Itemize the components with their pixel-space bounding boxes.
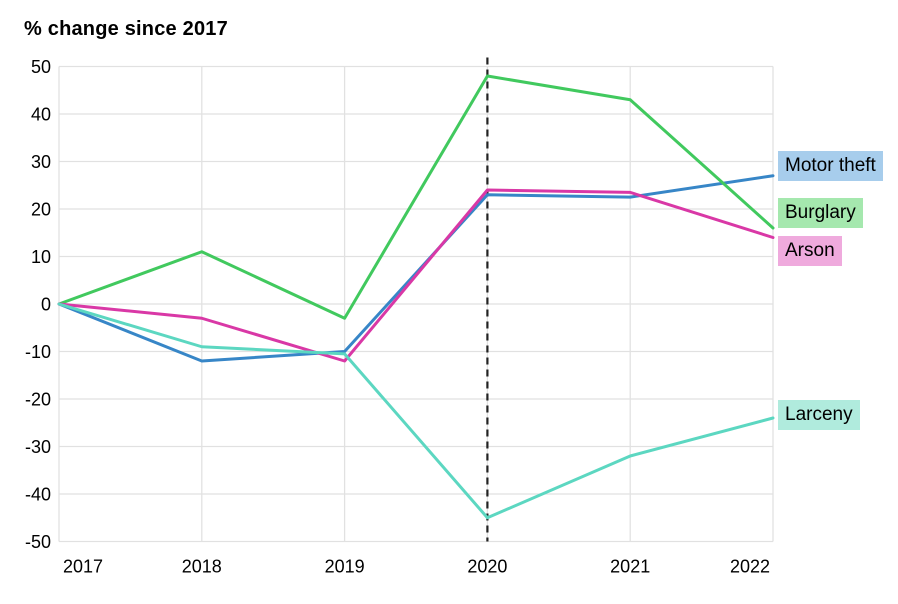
legend-label-burglary: Burglary bbox=[778, 198, 863, 228]
y-tick-label: 20 bbox=[31, 200, 51, 220]
y-tick-label: -30 bbox=[25, 437, 51, 457]
y-tick-label: 10 bbox=[31, 247, 51, 267]
x-tick-label: 2019 bbox=[325, 557, 365, 577]
x-tick-label: 2018 bbox=[182, 557, 222, 577]
x-tick-label: 2017 bbox=[63, 557, 103, 577]
series-line-arson bbox=[57, 188, 775, 363]
series-line-burglary bbox=[57, 74, 775, 320]
x-tick-label: 2022 bbox=[730, 557, 770, 577]
legend-label-larceny: Larceny bbox=[778, 400, 860, 430]
y-tick-label: 50 bbox=[31, 57, 51, 77]
y-tick-label: 40 bbox=[31, 105, 51, 125]
y-tick-label: 0 bbox=[41, 295, 51, 315]
y-tick-label: -20 bbox=[25, 390, 51, 410]
y-tick-label: -40 bbox=[25, 485, 51, 505]
chart-title: % change since 2017 bbox=[24, 18, 228, 40]
series-line-motor-theft bbox=[57, 174, 775, 363]
y-tick-label: 30 bbox=[31, 152, 51, 172]
series-line-larceny bbox=[57, 302, 775, 520]
y-tick-label: -10 bbox=[25, 342, 51, 362]
x-tick-label: 2020 bbox=[467, 557, 507, 577]
legend-label-motor-theft: Motor theft bbox=[778, 151, 883, 181]
x-tick-label: 2021 bbox=[610, 557, 650, 577]
y-tick-label: -50 bbox=[25, 532, 51, 552]
legend-label-arson: Arson bbox=[778, 236, 842, 266]
